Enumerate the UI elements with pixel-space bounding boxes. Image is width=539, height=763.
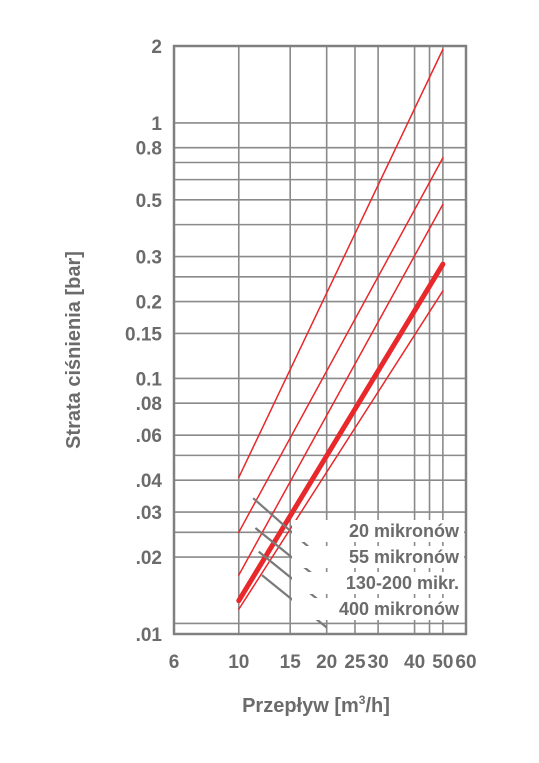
y-tick-label: 0.1 bbox=[136, 369, 163, 390]
y-tick-label: 0.5 bbox=[136, 191, 163, 212]
y-tick-label: .03 bbox=[136, 503, 162, 524]
plot-frame bbox=[172, 44, 468, 636]
x-tick-label: 30 bbox=[368, 652, 389, 673]
series-line-4 bbox=[236, 261, 446, 604]
legend-entry-4: 400 mikronów bbox=[339, 599, 460, 619]
x-tick-label: 20 bbox=[316, 652, 337, 673]
legend: 20 mikronów 55 mikronów 130-200 mikr. 400 m… bbox=[292, 520, 464, 620]
y-tick-label: 0.15 bbox=[125, 324, 162, 345]
legend-bg-4 bbox=[292, 598, 464, 620]
y-axis-label: Strata ciśnienia [bar] bbox=[63, 251, 85, 449]
y-tick-label: 0.2 bbox=[136, 293, 162, 314]
x-tick-label: 40 bbox=[404, 652, 425, 673]
legend-bg-3 bbox=[292, 572, 464, 594]
y-tick-label: .08 bbox=[136, 394, 162, 415]
legend-bg-1 bbox=[292, 520, 464, 542]
y-tick-label: 2 bbox=[151, 37, 162, 58]
series-line-1 bbox=[238, 48, 444, 479]
legend-entry-3: 130-200 mikr. bbox=[346, 573, 459, 593]
x-tick-label: 6 bbox=[169, 652, 180, 673]
y-tick-label: 1 bbox=[151, 114, 162, 135]
series-line-5 bbox=[238, 290, 444, 610]
x-tick-label: 50 bbox=[432, 652, 453, 673]
x-tick-label: 60 bbox=[455, 652, 476, 673]
legend-entry-2: 55 mikronów bbox=[349, 547, 460, 567]
x-tick-label: 25 bbox=[344, 652, 366, 673]
y-tick-label: .04 bbox=[136, 471, 163, 492]
y-tick-labels: 2 1 0.8 0.5 0.3 0.2 0.15 0.1 .08 .06 .04 .03 .02 .01 bbox=[125, 37, 162, 646]
x-tick-labels: 6 10 15 20 25 30 40 50 60 bbox=[169, 652, 477, 673]
y-tick-label: .06 bbox=[136, 426, 162, 447]
x-tick-label: 10 bbox=[228, 652, 249, 673]
y-tick-label: .01 bbox=[136, 625, 163, 646]
series-group bbox=[236, 48, 446, 610]
series-line-2 bbox=[238, 157, 444, 534]
y-tick-label: 0.8 bbox=[136, 139, 162, 160]
legend-entry-1: 20 mikronów bbox=[349, 521, 460, 541]
y-tick-label: 0.3 bbox=[136, 248, 162, 269]
x-axis-label: Przepływ [m3/h] bbox=[242, 693, 390, 717]
y-tick-label: .02 bbox=[136, 548, 162, 569]
x-tick-label: 15 bbox=[280, 652, 302, 673]
series-line-3 bbox=[238, 203, 444, 576]
legend-bg-2 bbox=[292, 546, 464, 568]
grid bbox=[172, 44, 468, 636]
